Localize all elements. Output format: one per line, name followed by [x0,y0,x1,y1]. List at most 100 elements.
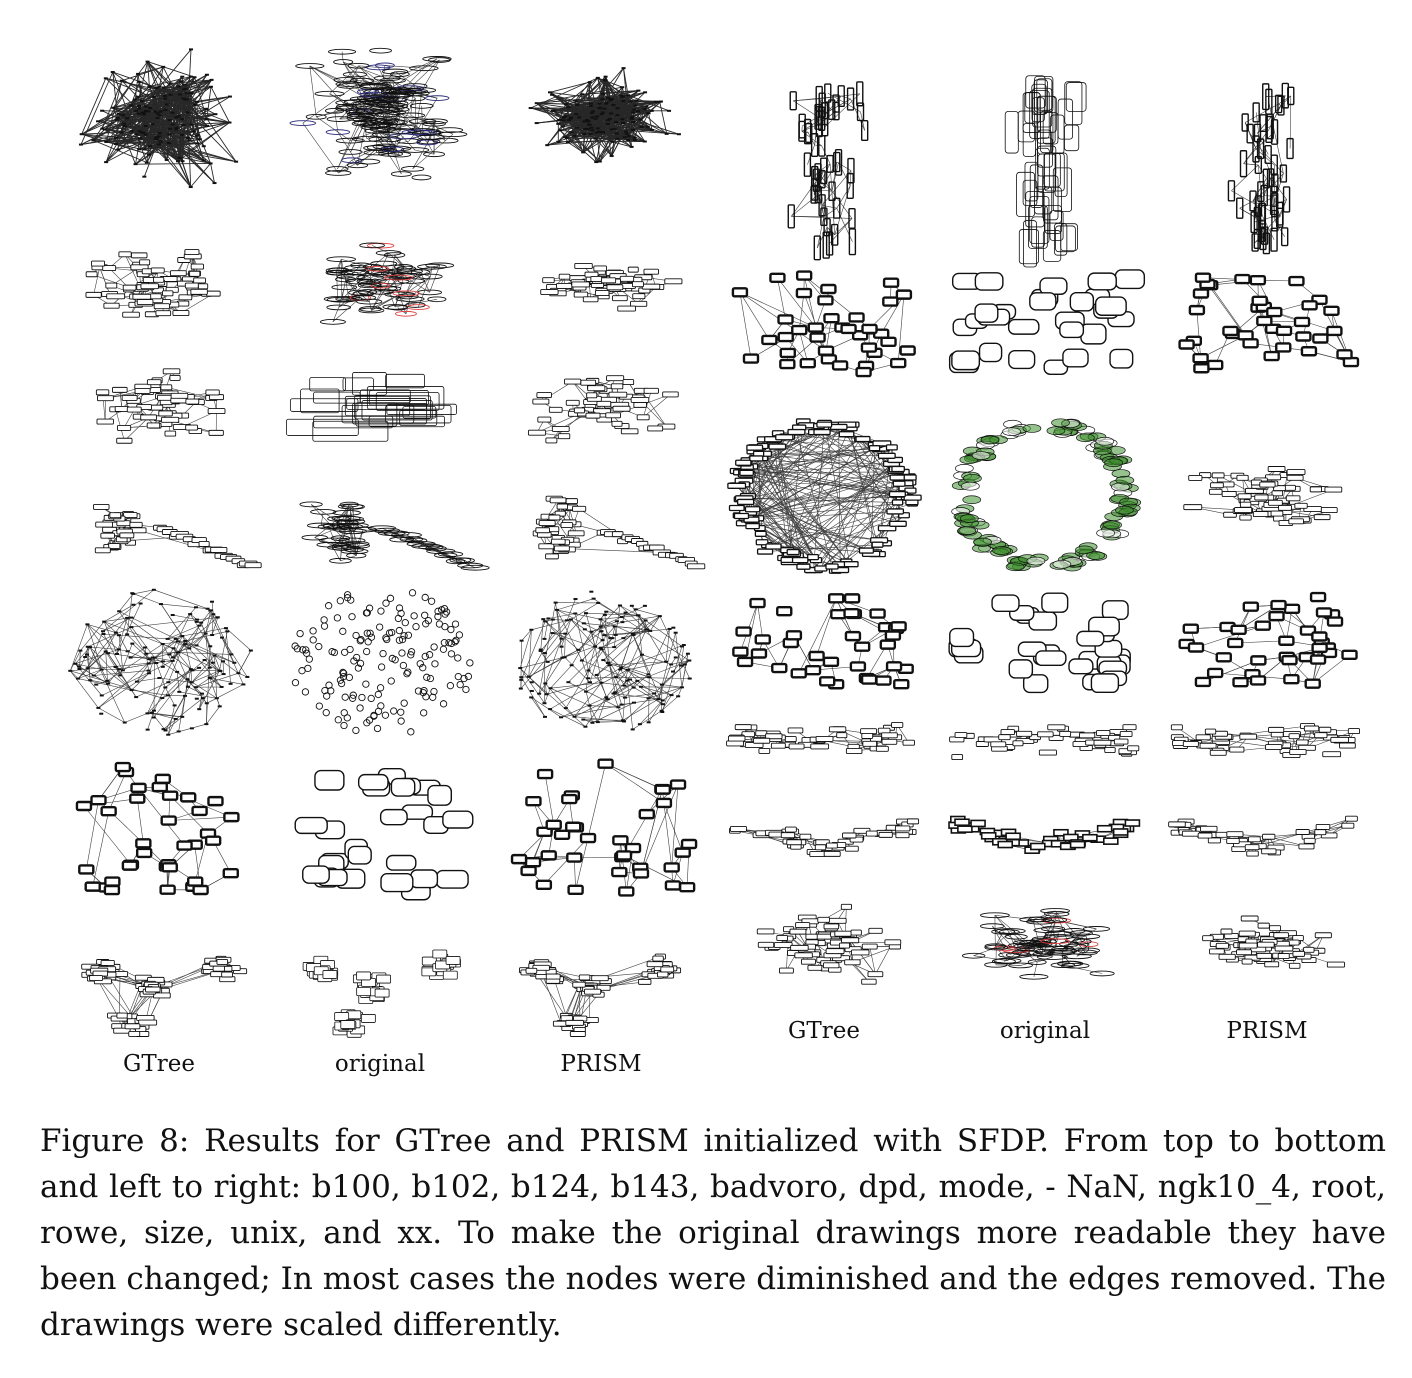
graph-svg-dpd-gtree [75,761,240,896]
node [1238,930,1256,937]
node [573,612,578,615]
node [214,697,219,700]
drawing-b100-prism [505,22,701,212]
node [545,973,561,980]
node [188,48,193,51]
node [597,102,602,105]
node [646,961,664,968]
node [1050,962,1076,969]
node [1230,624,1247,636]
node [891,721,904,728]
node [1260,226,1269,245]
node [116,424,132,431]
node [1315,823,1331,830]
node [542,652,547,655]
node [334,1012,350,1021]
node [193,686,198,689]
node [739,469,754,477]
node [590,110,595,113]
node [454,672,462,681]
node [155,112,160,115]
node [580,93,585,96]
node [1215,942,1229,949]
node [951,350,981,371]
node [395,636,404,644]
node [1264,961,1280,968]
node [143,646,148,649]
node [207,666,212,669]
drawing-b102-original [284,222,480,344]
node [134,133,139,136]
node [302,865,330,884]
node [640,653,645,656]
node [849,661,867,672]
node [182,83,187,86]
node [957,825,973,833]
node [679,645,684,648]
node [1288,518,1304,525]
node [855,435,871,443]
node [545,437,558,444]
node [990,741,1007,748]
node [150,123,155,126]
node [798,120,806,142]
node [336,597,344,605]
node [442,810,474,829]
node [614,120,619,123]
node [788,743,805,750]
node [1104,458,1123,468]
node [566,681,571,684]
node [895,289,913,300]
node [100,532,115,539]
node [635,679,640,682]
node [163,97,168,100]
node [1053,828,1069,837]
node [153,110,158,113]
node [611,866,628,878]
node [816,105,824,126]
node [635,110,640,113]
node [1005,832,1021,841]
node [96,706,101,709]
node [1202,935,1214,942]
node [836,732,848,739]
node [1032,951,1054,957]
node [1080,323,1107,345]
node [768,443,787,450]
node [1119,731,1133,737]
node [195,618,200,621]
node [664,132,669,135]
node [422,693,430,701]
node [331,515,361,522]
drawing-mode-prism [505,938,701,1038]
node [215,616,220,619]
node [451,638,459,646]
node [370,260,398,267]
node [407,728,415,736]
node [663,862,680,873]
node [122,311,140,318]
node [419,664,427,672]
node [834,930,852,937]
node [129,626,134,629]
node [991,594,1020,613]
drawing-b124-original [284,347,480,465]
node [630,300,648,307]
node [220,636,225,639]
node [79,133,84,136]
node [339,668,347,677]
node [160,384,173,391]
node [85,667,90,670]
node [998,734,1011,741]
node [125,650,130,653]
node [1271,192,1279,218]
node [160,665,165,668]
node [586,123,591,126]
node [559,645,564,648]
node [604,610,609,613]
node [589,126,594,129]
node [199,621,204,624]
node [314,90,345,97]
node [91,260,105,267]
node [158,110,163,113]
